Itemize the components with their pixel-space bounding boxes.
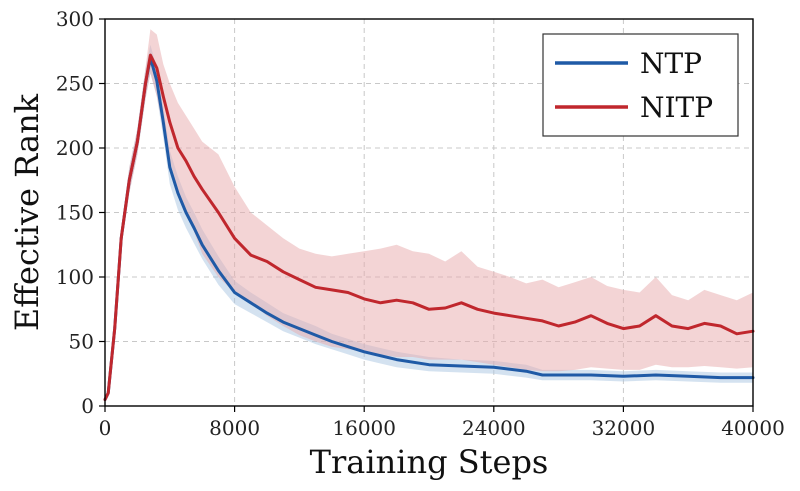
series-lines — [103, 53, 755, 402]
y-tick-label: 200 — [56, 136, 94, 160]
y-tick-label: 300 — [56, 7, 94, 31]
x-tick-label: 40000 — [721, 416, 785, 440]
legend-box — [542, 33, 739, 137]
y-tick-label: 0 — [81, 394, 94, 418]
legend-label-nitp: NITP — [640, 91, 713, 124]
x-tick-label: 16000 — [332, 416, 396, 440]
confidence-band-nitp — [105, 29, 753, 401]
x-tick-label: 32000 — [592, 416, 656, 440]
x-axis-label: Training Steps — [310, 443, 549, 481]
y-axis-label: Effective Rank — [8, 93, 46, 331]
legend: NTP NITP — [542, 33, 739, 137]
y-tick-label: 50 — [69, 330, 94, 354]
x-tick-label: 8000 — [209, 416, 260, 440]
legend-label-ntp: NTP — [640, 47, 702, 80]
y-tick-label: 150 — [56, 201, 94, 225]
x-tick-label: 0 — [99, 416, 112, 440]
x-tick-label: 24000 — [462, 416, 526, 440]
y-tick-label: 100 — [56, 265, 94, 289]
axis-ticks: 0 8000 16000 24000 32000 40000 0 50 100 150 200 250… — [56, 7, 785, 440]
y-tick-label: 250 — [56, 72, 94, 96]
series-line-nitp — [103, 53, 755, 402]
